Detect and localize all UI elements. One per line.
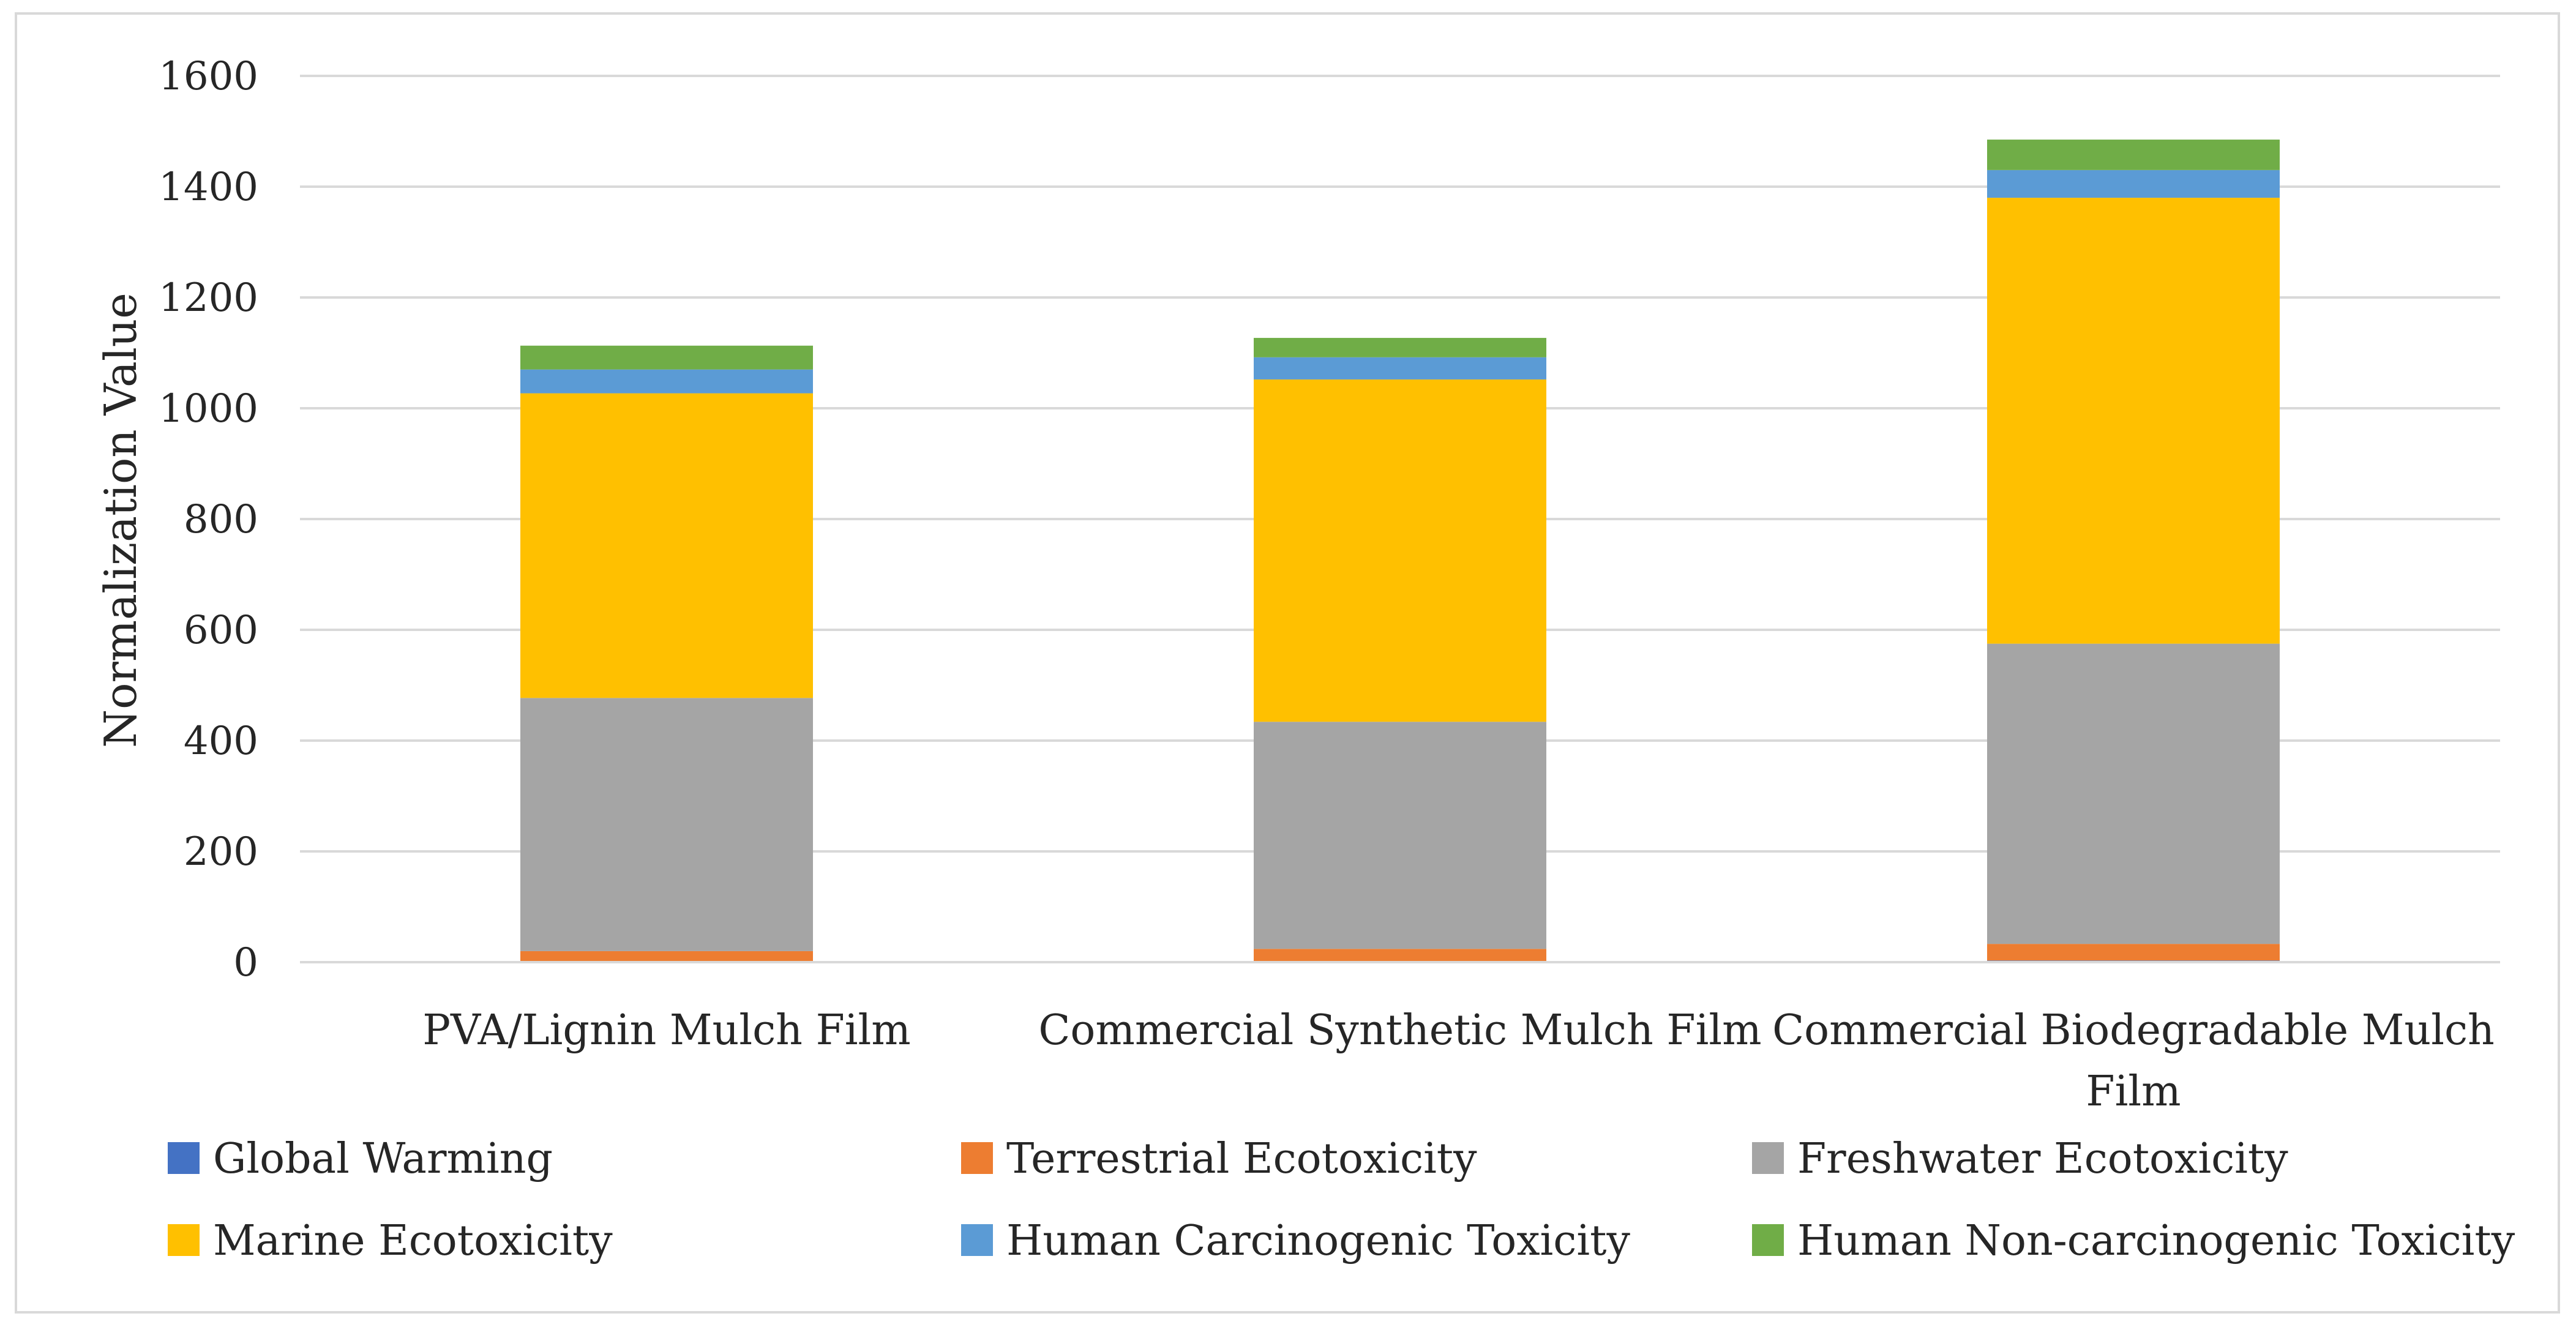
- bar-segment: [520, 698, 813, 951]
- legend: Global Warming Terrestrial Ecotoxicity Fre…: [168, 1135, 2515, 1265]
- y-tick-label: 1600: [159, 54, 258, 99]
- bar-segment: [1254, 379, 1546, 722]
- legend-item: Human Carcinogenic Toxicity: [961, 1217, 1630, 1265]
- legend-label: Marine Ecotoxicity: [213, 1217, 613, 1265]
- bar-segment: [1254, 722, 1546, 949]
- legend-label: Human Carcinogenic Toxicity: [1006, 1217, 1630, 1265]
- legend-swatch: [168, 1224, 200, 1256]
- bars: [520, 140, 2280, 962]
- legend-swatch: [961, 1142, 993, 1174]
- y-axis-title: Normalization Value: [95, 293, 146, 748]
- legend-swatch: [1752, 1224, 1784, 1256]
- bar-segment: [1254, 949, 1546, 962]
- legend-item: Terrestrial Ecotoxicity: [961, 1135, 1477, 1183]
- legend-swatch: [168, 1142, 200, 1174]
- bar-segment: [520, 951, 813, 962]
- y-tick-label: 0: [233, 940, 258, 985]
- y-tick-label: 400: [184, 719, 258, 764]
- y-tick-label: 1400: [159, 165, 258, 210]
- legend-item: Global Warming: [168, 1135, 553, 1183]
- legend-label: Freshwater Ecotoxicity: [1797, 1135, 2288, 1183]
- legend-label: Human Non-carcinogenic Toxicity: [1797, 1217, 2515, 1265]
- bar-segment: [520, 345, 813, 370]
- bar-segment: [1987, 944, 2280, 961]
- bar-segment: [1987, 140, 2280, 170]
- bar-segment: [1254, 338, 1546, 357]
- x-axis-categories: PVA/Lignin Mulch Film Commercial Syntheti…: [422, 1006, 2495, 1116]
- bar-segment: [1987, 643, 2280, 944]
- bar-segment: [1254, 357, 1546, 379]
- y-tick-label: 200: [184, 829, 258, 875]
- legend-swatch: [1752, 1142, 1784, 1174]
- y-axis-ticks: 0 200 400 600 800 1000 1200 1400 1600: [159, 54, 258, 985]
- legend-label: Global Warming: [213, 1135, 553, 1183]
- legend-item: Marine Ecotoxicity: [168, 1217, 613, 1265]
- legend-label: Terrestrial Ecotoxicity: [1006, 1135, 1477, 1183]
- bar-segment: [520, 369, 813, 394]
- y-tick-label: 1000: [159, 386, 258, 432]
- legend-item: Freshwater Ecotoxicity: [1752, 1135, 2288, 1183]
- bar-segment: [1987, 170, 2280, 198]
- legend-item: Human Non-carcinogenic Toxicity: [1752, 1217, 2515, 1265]
- x-category-label: PVA/Lignin Mulch Film: [422, 1006, 910, 1055]
- x-category-label: Film: [2086, 1067, 2181, 1116]
- x-category-label: Commercial Biodegradable Mulch: [1772, 1006, 2495, 1055]
- y-tick-label: 800: [184, 497, 258, 542]
- y-tick-label: 1200: [159, 275, 258, 321]
- legend-swatch: [961, 1224, 993, 1256]
- x-category-label: Commercial Synthetic Mulch Film: [1038, 1006, 1761, 1055]
- bar-segment: [1987, 198, 2280, 644]
- y-tick-label: 600: [184, 608, 258, 653]
- bar-segment: [520, 393, 813, 698]
